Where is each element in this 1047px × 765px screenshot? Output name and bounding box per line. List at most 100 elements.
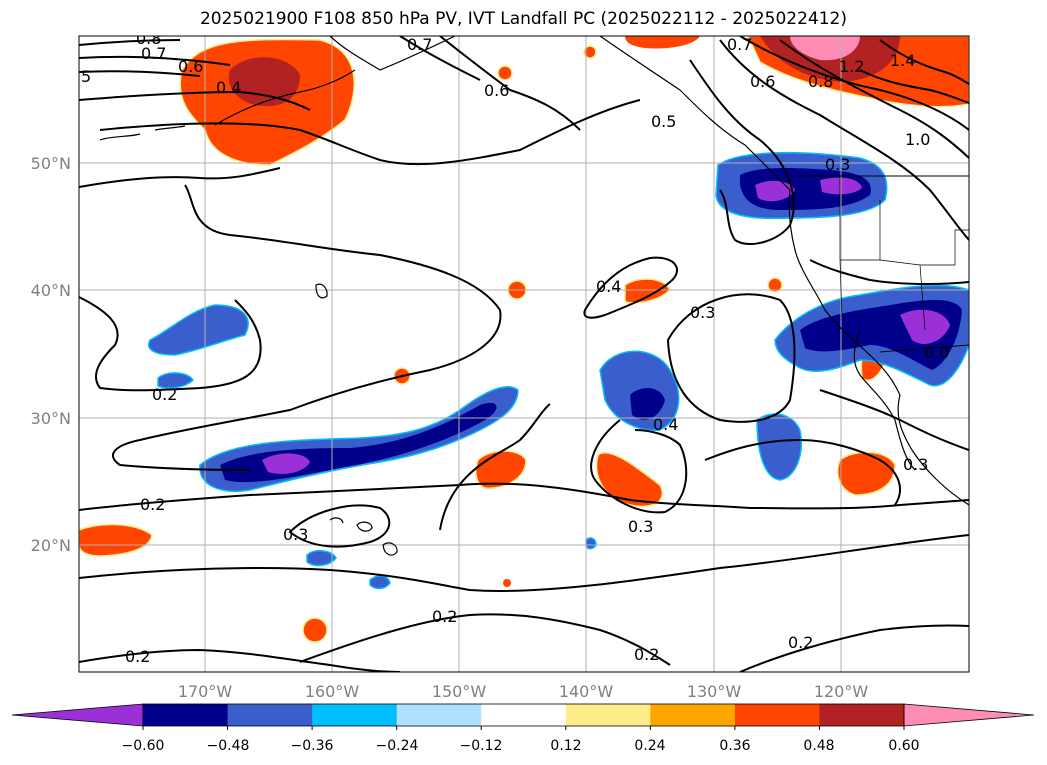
colorbar-tick-label: −0.48 [207,738,250,754]
colorbar-segment [312,704,398,726]
contour-label: 0.3 [690,303,715,322]
longitude-label: 150°W [432,682,487,701]
contour-0-3-se [704,438,901,506]
colorbar-segment [227,704,313,726]
contour-0-6-left [99,99,641,166]
colorbar-tick-label: 0.36 [719,738,750,754]
contour-label: 0.3 [283,525,308,544]
contour-east-30n [819,389,969,451]
contour-label: 1.2 [839,57,864,76]
longitude-label: 130°W [687,682,742,701]
coastline-hawaii-1 [329,517,344,524]
contour-0-3-mid [439,403,551,531]
shading-positive-small-4 [497,65,513,81]
longitude-label: 120°W [814,682,869,701]
latitude-labels: 50°N 40°N 30°N 20°N [31,154,71,555]
colorbar-segments [11,703,1035,727]
colorbar-segment [565,704,651,726]
border-us-mexico [879,344,969,353]
contour-ne-5 [859,69,969,104]
contour-label: 0.6 [178,57,203,76]
map-title: 2025021900 F108 850 hPa PV, IVT Landfall… [199,9,847,29]
contour-label: 0.2 [634,645,659,664]
contour-label: 0.3 [628,517,653,536]
coastline-hawaii-2 [356,521,373,532]
contour-label: 0.0 [924,343,949,362]
contour-label: 0.3 [825,155,850,174]
shading-negative-subtropical-max [262,453,310,474]
colorbar-segment [396,704,482,726]
contour-east-inner [809,259,969,286]
colorbar-tick-label: −0.12 [460,738,503,754]
contour-label: 5 [81,67,91,86]
shading-negative-small-20n [306,550,337,567]
contour-label: 0.4 [653,415,678,434]
shading-negative-small-20n-mid [585,537,597,550]
colorbar-segment [819,704,905,726]
contour-label: 0.5 [651,112,676,131]
contour-label: 1.4 [890,51,915,70]
plot-frame [78,35,970,673]
contour-label: 0.3 [903,455,928,474]
coastline-hawaii-3 [382,542,398,556]
contour-0-2-lower [79,534,969,592]
state-borders [839,176,969,331]
contour-0-2-left [79,296,262,392]
shading-positive-se [836,451,896,496]
colorbar-extend-right [903,703,1035,727]
longitude-label: 140°W [559,682,614,701]
contour-top-left-2 [79,55,231,66]
shading-positive-top-center [625,36,700,49]
coastline-us-west [788,189,901,396]
coastline-island-40n [315,283,328,299]
contour-ne-1 [739,36,969,131]
contour-label: 0.2 [432,607,457,626]
shading-positive-small-6 [767,277,783,293]
coastline-alaska [214,36,456,126]
contour-0-2-band [79,482,969,511]
colorbar-outline [142,703,905,727]
contour-0-4-lower [590,419,688,514]
contour-label: 0.6 [484,81,509,100]
colorbar-segment [650,704,736,726]
coastline-baja [897,394,969,506]
colorbar-tick-labels: −0.60 −0.48 −0.36 −0.24 −0.12 0.12 0.24 … [122,738,920,754]
contour-labels-layer: 0.8 0.7 0.6 5 0.4 0.7 0.6 0.5 0.7 0.6 0.… [81,29,949,666]
colorbar-segment [481,704,567,726]
shading-positive-west-20n [79,523,153,557]
colorbar-segment [143,704,229,726]
colorbar-ticks [142,726,905,730]
contour-label: 0.2 [788,633,813,652]
shading-negative-nw-32n [148,304,249,356]
contour-ne-2 [779,39,969,159]
latitude-label: 30°N [31,409,71,428]
contour-0-7-top [399,36,481,81]
shading-negative-30n-east [756,413,802,481]
pv-contours [79,36,969,672]
latitude-label: 50°N [31,154,71,173]
negative-shading-layer [148,151,969,590]
contour-ne-4 [689,59,795,245]
longitude-label: 170°W [178,682,233,701]
colorbar: −0.60 −0.48 −0.36 −0.24 −0.12 0.12 0.24 … [11,703,1035,754]
colorbar-tick-label: −0.36 [291,738,334,754]
contour-top-left-3 [79,70,201,77]
colorbar-extend-left [11,703,144,727]
colorbar-tick-label: 0.60 [888,738,919,754]
contour-ne-6 [879,39,969,85]
shading-negative-small-18n [369,575,391,590]
contour-bottom-3 [739,624,969,672]
colorbar-tick-label: 0.48 [803,738,834,754]
contour-label: 0.7 [141,44,166,63]
shading-positive-small-3 [302,617,328,643]
contour-0-3-ring [288,504,391,548]
contour-0-6-mid [439,36,581,131]
contour-label: 0.8 [808,72,833,91]
contour-0-3-center [666,293,796,423]
contour-top-left-4 [79,90,311,111]
contour-label: 0.8 [136,29,161,48]
longitude-labels: 170°W 160°W 150°W 140°W 130°W 120°W [178,682,869,701]
contour-ne-3 [719,39,969,241]
coastline-aleutians [99,125,186,141]
